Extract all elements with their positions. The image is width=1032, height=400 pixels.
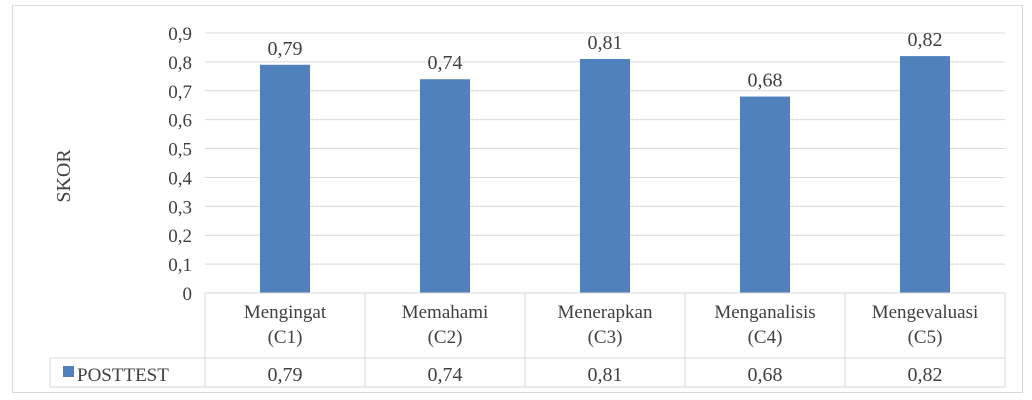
data-table: Mengingat (C1) 0,79 Memahami (C2) 0,74 Menerap…: [49, 292, 1006, 388]
category-label: Mengevaluasi: [872, 302, 979, 323]
category-label: (C1): [268, 327, 303, 348]
bar: [420, 79, 470, 293]
bar-data-labels: 0,79 0,74 0,81 0,68 0,82: [268, 29, 943, 91]
y-axis-ticks: 0 0,1 0,2 0,3 0,4 0,5 0,6 0,7 0,8 0,9: [168, 24, 192, 305]
y-axis-label: SKOR: [53, 149, 75, 203]
bar-data-label: 0,79: [268, 38, 303, 60]
y-tick-label: 0,8: [168, 53, 192, 74]
bar: [900, 56, 950, 293]
table-value: 0,79: [268, 364, 303, 386]
y-tick-label: 0,7: [168, 82, 192, 103]
legend-swatch: [63, 366, 74, 377]
category-label: (C3): [588, 327, 623, 348]
category-label: Menerapkan: [558, 302, 653, 323]
bar: [260, 64, 310, 294]
legend-label: POSTTEST: [77, 365, 169, 386]
y-tick-label: 0,3: [168, 197, 192, 218]
y-tick-label: 0: [183, 284, 193, 305]
bar-data-label: 0,82: [908, 29, 943, 51]
y-tick-label: 0,4: [168, 168, 192, 189]
gridlines: [205, 32, 1005, 265]
bar: [740, 96, 790, 293]
category-label: Memahami: [402, 302, 489, 323]
category-label: (C2): [428, 327, 463, 348]
table-value: 0,68: [748, 364, 783, 386]
table-value: 0,81: [588, 364, 623, 386]
y-tick-label: 0,2: [168, 226, 192, 247]
chart-frame: [12, 5, 1023, 393]
category-label: Menganalisis: [714, 302, 815, 323]
category-label: (C4): [748, 327, 783, 348]
y-tick-label: 0,1: [168, 255, 192, 276]
y-tick-label: 0,6: [168, 111, 192, 132]
bars: [260, 56, 950, 294]
y-tick-label: 0,9: [168, 24, 192, 45]
bar-data-label: 0,74: [428, 52, 463, 74]
table-value: 0,74: [428, 364, 463, 386]
category-label: (C5): [908, 327, 943, 348]
y-tick-label: 0,5: [168, 140, 192, 161]
bar: [580, 59, 630, 293]
category-label: Mengingat: [244, 302, 327, 323]
table-value: 0,82: [908, 364, 943, 386]
bar-data-label: 0,81: [588, 32, 623, 54]
bar-data-label: 0,68: [748, 70, 783, 92]
